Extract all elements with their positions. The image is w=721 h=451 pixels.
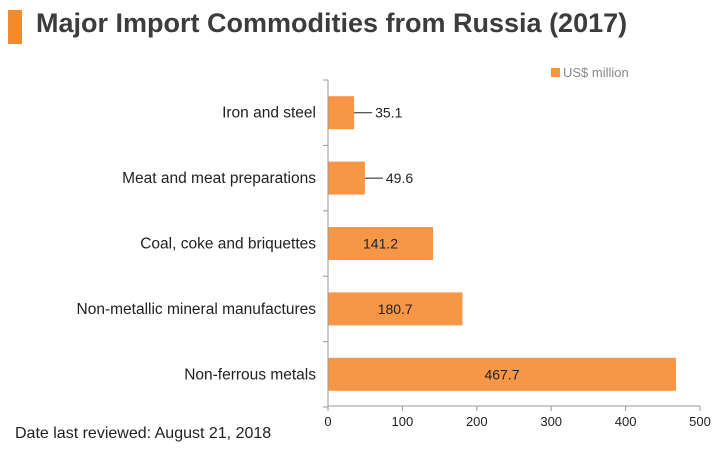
bars: 35.1 49.6 141.2 180.7 467.7 xyxy=(328,96,676,391)
bar xyxy=(328,357,676,391)
data-label: 467.7 xyxy=(484,366,519,382)
legend: US$ million xyxy=(551,65,629,80)
bar xyxy=(328,161,365,195)
data-label: 49.6 xyxy=(386,170,413,186)
data-label: 180.7 xyxy=(378,301,413,317)
last-reviewed-note: Date last reviewed: August 21, 2018 xyxy=(15,425,272,442)
x-tick-label: 300 xyxy=(540,414,562,429)
legend-swatch xyxy=(551,68,560,77)
x-tick-label: 200 xyxy=(466,414,488,429)
legend-label: US$ million xyxy=(563,65,629,80)
x-tick-label: 500 xyxy=(689,414,711,429)
category-labels: Iron and steel Meat and meat preparations… xyxy=(77,105,317,384)
bar xyxy=(328,96,355,130)
x-tick-label: 100 xyxy=(392,414,414,429)
title-accent-bar xyxy=(8,10,22,44)
bar xyxy=(328,292,463,326)
data-label: 141.2 xyxy=(363,236,398,252)
x-tick-label: 0 xyxy=(324,414,331,429)
chart-title: Major Import Commodities from Russia (20… xyxy=(36,8,628,38)
x-axis: 0 100 200 300 400 500 xyxy=(323,79,711,429)
data-label: 35.1 xyxy=(375,105,402,121)
category-label: Non-ferrous metals xyxy=(184,366,316,383)
category-label: Non-metallic mineral manufactures xyxy=(77,301,317,318)
category-label: Meat and meat preparations xyxy=(122,170,316,187)
bar xyxy=(328,227,434,260)
x-tick-label: 400 xyxy=(615,414,637,429)
category-label: Coal, coke and briquettes xyxy=(140,236,316,253)
category-label: Iron and steel xyxy=(222,105,316,122)
